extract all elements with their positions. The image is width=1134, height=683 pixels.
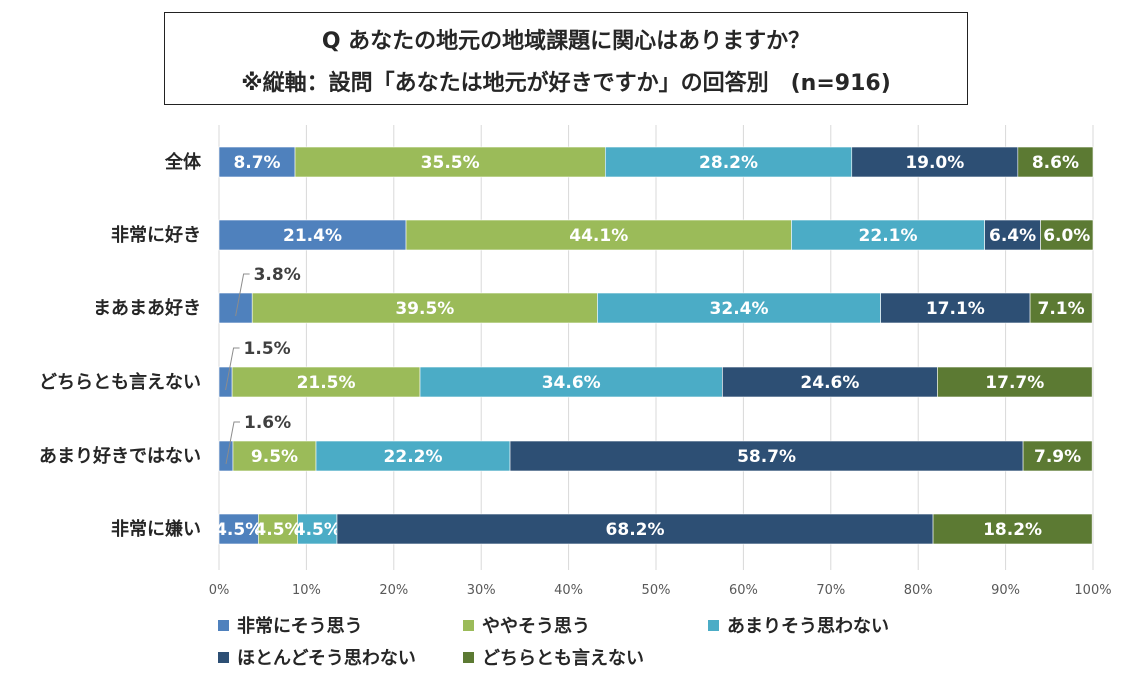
x-tick-label: 50%: [642, 583, 671, 598]
data-label: 8.6%: [1032, 153, 1079, 173]
data-label: 18.2%: [983, 520, 1042, 540]
x-tick-label: 80%: [904, 583, 933, 598]
x-tick-label: 60%: [729, 583, 758, 598]
data-label: 21.5%: [297, 373, 356, 393]
category-label: 全体: [164, 151, 202, 173]
data-label: 58.7%: [737, 447, 796, 467]
bar-segment: [336, 513, 934, 545]
data-label: 22.1%: [859, 226, 918, 246]
data-label: 39.5%: [395, 299, 454, 319]
bar-segment: [231, 366, 421, 398]
legend-swatch: [708, 619, 719, 631]
legend-item: あまりそう思わない: [708, 612, 889, 638]
bar-segment: [1029, 292, 1093, 324]
callout-leader-line: [225, 421, 240, 465]
bar-segment: [218, 513, 259, 545]
bar-segment: [1040, 219, 1094, 251]
data-label: 17.1%: [926, 299, 985, 319]
category-label: どちらとも言えない: [39, 371, 201, 393]
legend-item: どちらとも言えない: [463, 644, 644, 670]
legend-label: あまりそう思わない: [727, 616, 889, 637]
data-label: 1.6%: [244, 413, 291, 433]
bar-segment: [851, 146, 1019, 178]
legend-swatch: [463, 619, 474, 631]
legend-swatch: [218, 619, 229, 631]
chart-title: Q あなたの地元の地域課題に関心はありますか？: [321, 29, 811, 54]
data-label: 1.5%: [244, 339, 291, 359]
category-label: まあまあ好き: [93, 297, 201, 319]
legend-item: 非常にそう思う: [218, 612, 363, 638]
data-label: 17.7%: [985, 373, 1044, 393]
bar-segment: [258, 513, 298, 545]
legend-item: ややそう思う: [463, 612, 590, 638]
stacked-bar-chart: 0% 10% 20% 30% 40% 50% 60% 70% 80% 90% 100% 全体非常に好き…: [39, 125, 1112, 598]
category-label: 非常に嫌い: [111, 518, 201, 540]
legend-item: ほとんどそう思わない: [218, 644, 416, 670]
data-label: 7.9%: [1034, 447, 1081, 467]
bar-segment: [218, 292, 253, 324]
data-label: 9.5%: [251, 447, 298, 467]
bar-segment: [405, 219, 792, 251]
bar-segment: [218, 219, 407, 251]
x-tick-label: 30%: [467, 583, 496, 598]
data-label: 4.5%: [215, 520, 262, 540]
bar-segment: [1022, 440, 1093, 472]
x-tick-label: 0%: [209, 583, 230, 598]
data-label: 19.0%: [905, 153, 964, 173]
bar-segment: [984, 219, 1041, 251]
bar-segment: [218, 366, 233, 398]
bar-segment: [297, 513, 338, 545]
data-label: 24.6%: [800, 373, 859, 393]
data-label: 68.2%: [606, 520, 665, 540]
category-label: あまり好きではない: [39, 445, 201, 467]
chart-legend: 非常にそう思う ややそう思う あまりそう思わないほとんどそう思わない どちらとも言えな…: [218, 612, 978, 678]
legend-label: どちらとも言えない: [482, 648, 644, 669]
bar-segment: [509, 440, 1024, 472]
data-label: 7.1%: [1038, 299, 1085, 319]
bar-segment: [218, 440, 234, 472]
data-label: 44.1%: [569, 226, 628, 246]
data-label: 35.5%: [421, 153, 480, 173]
legend-label: 非常にそう思う: [237, 616, 363, 637]
data-label: 22.2%: [384, 447, 443, 467]
data-label: 32.4%: [710, 299, 769, 319]
chart-title-box: Q あなたの地元の地域課題に関心はありますか？ ※縦軸：設問「あなたは地元が好き…: [164, 12, 968, 105]
data-label: 4.5%: [254, 520, 301, 540]
legend-label: ほとんどそう思わない: [237, 648, 416, 669]
data-label: 28.2%: [699, 153, 758, 173]
bar-segment: [597, 292, 881, 324]
bar-segment: [294, 146, 606, 178]
callout-leader-line: [225, 347, 240, 391]
data-label: 34.6%: [542, 373, 601, 393]
data-label: 21.4%: [283, 226, 342, 246]
bar-segment: [880, 292, 1031, 324]
bar-segment: [791, 219, 985, 251]
bar-segment: [932, 513, 1093, 545]
x-tick-label: 70%: [816, 583, 845, 598]
bar-segment: [232, 440, 317, 472]
data-label: 3.8%: [254, 265, 301, 285]
legend-swatch: [463, 651, 474, 663]
data-label: 4.5%: [294, 520, 341, 540]
chart-subtitle: ※縦軸：設問「あなたは地元が好きですか」の回答別 (n=916): [241, 71, 891, 96]
bar-segment: [315, 440, 511, 472]
callout-leader-line: [235, 273, 250, 317]
legend-swatch: [218, 651, 229, 663]
bar-segment: [1017, 146, 1094, 178]
bar-segment: [722, 366, 938, 398]
bar-segment: [937, 366, 1093, 398]
x-tick-label: 100%: [1074, 583, 1111, 598]
category-label: 非常に好き: [111, 224, 201, 246]
data-label: 6.0%: [1043, 226, 1090, 246]
bar-segment: [251, 292, 598, 324]
x-tick-label: 90%: [991, 583, 1020, 598]
data-label: 8.7%: [233, 153, 280, 173]
x-tick-label: 40%: [554, 583, 583, 598]
legend-label: ややそう思う: [482, 616, 590, 637]
x-tick-label: 20%: [379, 583, 408, 598]
bar-segment: [419, 366, 723, 398]
data-label: 6.4%: [989, 226, 1036, 246]
x-tick-label: 10%: [292, 583, 321, 598]
